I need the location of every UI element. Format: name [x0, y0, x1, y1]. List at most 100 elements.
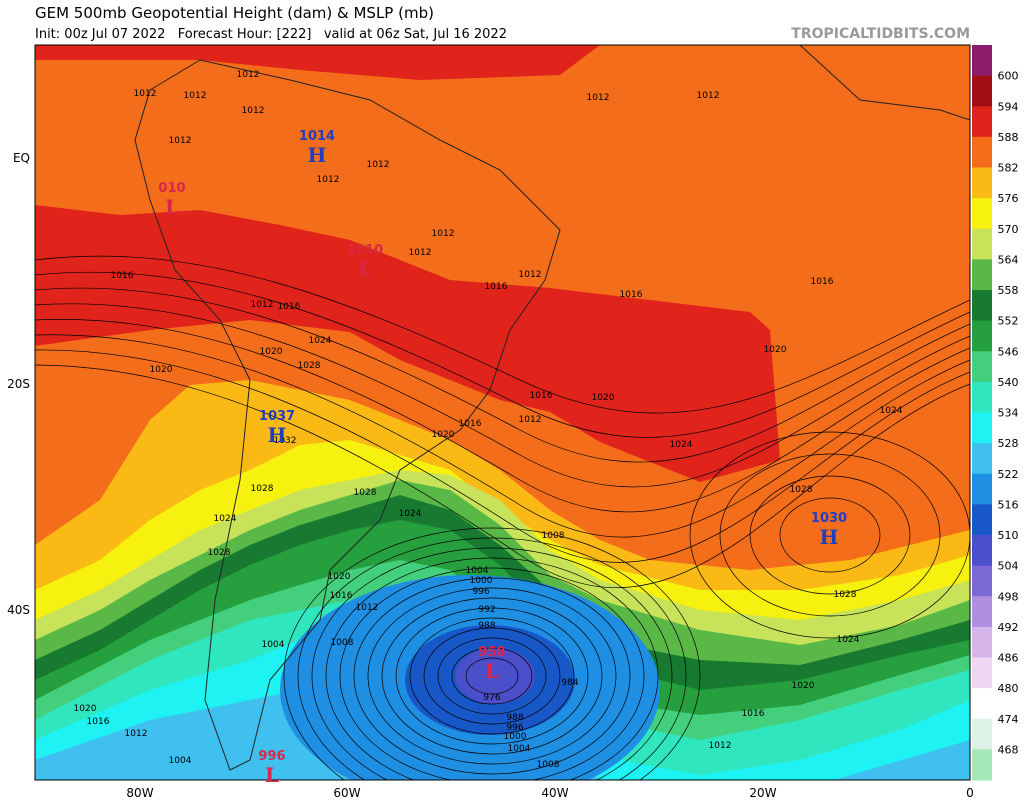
isobar-label: 1028: [251, 484, 274, 494]
isobar-label: 996: [472, 587, 489, 597]
isobar-label: 1028: [834, 590, 857, 600]
colorbar-swatch: [972, 136, 992, 168]
isobar-label: 1016: [742, 709, 765, 719]
center-type: L: [358, 257, 372, 281]
isobar-label: 1020: [150, 365, 173, 375]
isobar-label: 1012: [709, 741, 732, 751]
isobar-label: 1024: [837, 635, 860, 645]
colorbar-label: 570: [998, 223, 1019, 236]
isobar-label: 1024: [214, 514, 237, 524]
y-axis-label: 40S: [7, 603, 30, 617]
isobar-label: 1012: [251, 300, 274, 310]
center-value: 1010: [347, 243, 383, 258]
colorbar-label: 522: [998, 468, 1019, 481]
isobar-label: 1020: [74, 704, 97, 714]
isobar-label: 1012: [242, 106, 265, 116]
isobar-label: 1028: [354, 488, 377, 498]
isobar: [35, 287, 970, 463]
colorbar-swatch: [972, 228, 992, 260]
center-value: 1030: [811, 511, 847, 526]
isobar-label: 1012: [134, 89, 157, 99]
isobar-label: 1016: [530, 391, 553, 401]
isobar-label: 988: [478, 621, 495, 631]
center-type: L: [265, 763, 279, 787]
colorbar-swatch: [972, 290, 992, 322]
colorbar-label: 534: [998, 407, 1019, 420]
source: TROPICALTIDBITS.COM: [791, 26, 970, 42]
isobar: [35, 334, 970, 538]
isobar-label: 1012: [697, 91, 720, 101]
center-type: H: [268, 423, 287, 447]
map: [35, 45, 970, 780]
colorbar-label: 594: [998, 100, 1019, 113]
isobar-label: 1012: [184, 91, 207, 101]
isobar: [283, 527, 701, 780]
colorbar-swatch: [972, 535, 992, 567]
isobar: [437, 637, 547, 715]
isobar-label: 1016: [620, 290, 643, 300]
isobar: [367, 587, 617, 765]
isobar-label: 1004: [466, 566, 489, 576]
colorbar-swatch: [972, 45, 992, 77]
colorbar-swatch: [972, 688, 992, 720]
isobar: [35, 349, 970, 563]
y-axis-label: EQ: [13, 151, 30, 165]
center-value: 1037: [259, 409, 295, 424]
isobar-label: 1024: [670, 440, 693, 450]
isobar: [311, 547, 673, 780]
isobar-label: 1028: [298, 361, 321, 371]
colorbar: 600 594 588 582 576 570 564 558 552 546 540 534 528 5…: [972, 45, 1019, 781]
isobar: [749, 475, 911, 595]
colorbar-swatch: [972, 381, 992, 413]
isobar-label: 976: [483, 693, 500, 703]
colorbar-label: 474: [998, 713, 1019, 726]
isobar-label: 1012: [237, 70, 260, 80]
colorbar-swatch: [972, 565, 992, 597]
isobar-label: 1012: [519, 415, 542, 425]
height-band: [35, 45, 600, 80]
isobar-label: 1020: [764, 345, 787, 355]
isobar-label: 1008: [537, 760, 560, 770]
colorbar-swatch: [972, 75, 992, 107]
colorbar-label: 486: [998, 652, 1019, 665]
colorbar-swatch: [972, 320, 992, 352]
colorbar-swatch: [972, 473, 992, 505]
colorbar-label: 576: [998, 192, 1019, 205]
isobar-label: 1016: [278, 302, 301, 312]
colorbar-swatch: [972, 626, 992, 658]
isobar-label: 1020: [260, 347, 283, 357]
colorbar-swatch: [972, 351, 992, 383]
colorbar-label: 588: [998, 131, 1019, 144]
center-value: 958: [478, 645, 505, 660]
isobar: [719, 453, 941, 617]
isobar-label: 1012: [317, 175, 340, 185]
isobar-label: 1024: [880, 406, 903, 416]
isobar-label: 1012: [519, 270, 542, 280]
colorbar-swatch: [972, 167, 992, 199]
x-axis-label: 80W: [126, 786, 153, 800]
subtitle: Init: 00z Jul 07 2022 Forecast Hour: [22…: [35, 27, 507, 42]
isobar: [779, 497, 881, 573]
colorbar-swatch: [972, 718, 992, 750]
isobar-label: 1016: [87, 717, 110, 727]
colorbar-swatch: [972, 259, 992, 291]
center-value: 010: [158, 181, 185, 196]
colorbar-swatch: [972, 749, 992, 781]
colorbar-label: 600: [998, 70, 1019, 83]
colorbar-label: 552: [998, 315, 1019, 328]
isobar-label: 1020: [792, 681, 815, 691]
isobar: [35, 271, 970, 438]
colorbar-label: 510: [998, 529, 1019, 542]
x-axis-label: 20W: [749, 786, 776, 800]
isobar-label: 1012: [367, 160, 390, 170]
x-axis-label: 60W: [333, 786, 360, 800]
isobar-label: 988: [506, 713, 523, 723]
isobar-label: 1004: [508, 744, 531, 754]
isobar: [409, 617, 575, 735]
colorbar-label: 492: [998, 621, 1019, 634]
isobar-label: 1008: [331, 638, 354, 648]
isobar-label: 1000: [470, 576, 493, 586]
isobar-label: 984: [561, 678, 578, 688]
isobar: [451, 647, 533, 705]
